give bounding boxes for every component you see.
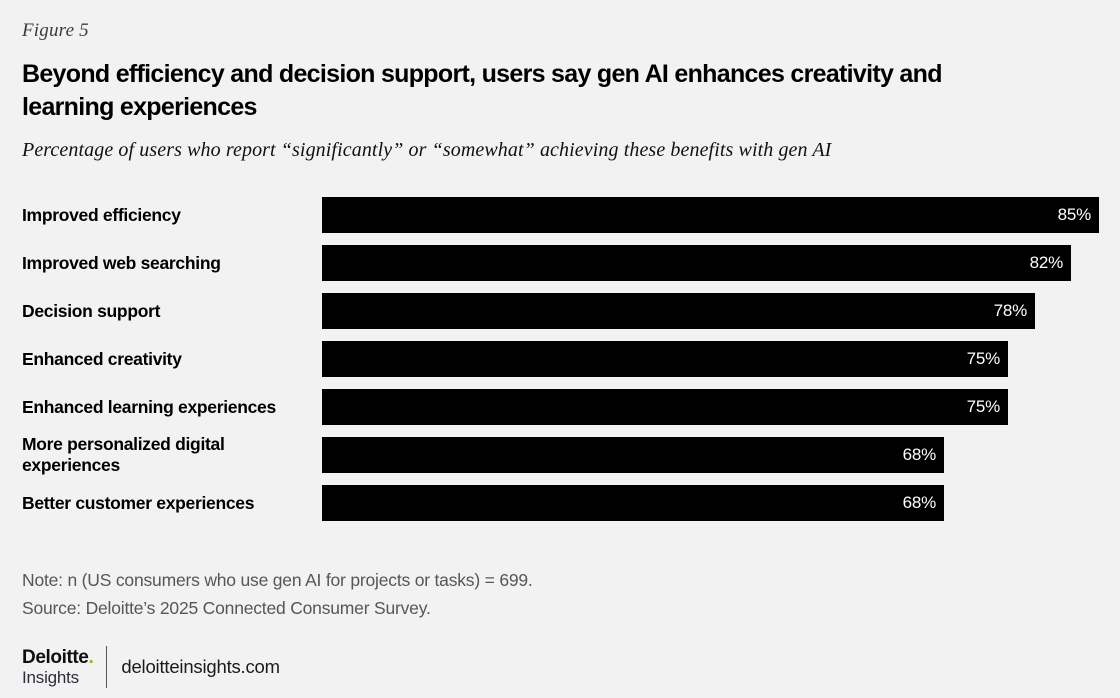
bar-track: 82% [322, 245, 1098, 281]
bar-row: More personalized digital experiences 68% [22, 434, 1098, 475]
bar-row: Improved web searching 82% [22, 245, 1098, 281]
category-label: Enhanced learning experiences [22, 396, 276, 417]
bar-value-label: 85% [1057, 205, 1092, 224]
bar: 82% [322, 245, 1071, 281]
bar: 68% [322, 437, 944, 473]
bar: 68% [322, 485, 944, 521]
bar-track: 78% [322, 293, 1098, 329]
bar-row: Enhanced learning experiences 75% [22, 389, 1098, 425]
category-label: Decision support [22, 300, 161, 321]
bar-track: 75% [322, 341, 1098, 377]
source-text: Source: Deloitte’s 2025 Connected Consum… [22, 598, 431, 618]
chart-subtitle: Percentage of users who report “signific… [22, 139, 832, 161]
category-label: Improved efficiency [22, 204, 181, 225]
brand-sub-label: Insights [22, 668, 79, 687]
category-label: More personalized digital experiences [22, 434, 225, 475]
category-label: Enhanced creativity [22, 348, 182, 369]
bar: 75% [322, 341, 1008, 377]
brand-wordmark: Deloitte. [22, 647, 94, 668]
bar-track: 68% [322, 485, 1098, 521]
bar-value-label: 78% [993, 301, 1028, 320]
footer-website-link[interactable]: deloitteinsights.com [121, 656, 280, 677]
bar-value-label: 75% [966, 397, 1001, 416]
bar: 78% [322, 293, 1035, 329]
bar-row: Decision support 78% [22, 293, 1098, 329]
bar-value-label: 82% [1029, 253, 1064, 272]
chart-title: Beyond efficiency and decision support, … [22, 60, 942, 121]
category-label: Better customer experiences [22, 492, 255, 513]
horizontal-bar-chart: Improved efficiency 85% Improved web searc… [22, 197, 1099, 521]
bar-row: Enhanced creativity 75% [22, 341, 1098, 377]
deloitte-insights-logo: Deloitte. Insights [22, 647, 94, 687]
bar-row: Improved efficiency 85% [22, 197, 1099, 233]
note-text: Note: n (US consumers who use gen AI for… [22, 570, 533, 590]
bar: 75% [322, 389, 1008, 425]
bar-value-label: 75% [966, 349, 1001, 368]
bar: 85% [322, 197, 1099, 233]
footer-divider [106, 646, 108, 688]
bar-value-label: 68% [902, 445, 937, 464]
bar-row: Better customer experiences 68% [22, 485, 1098, 521]
figure-label: Figure 5 [22, 20, 89, 41]
footer: Deloitte. Insights deloitteinsights.com [22, 646, 1098, 688]
bar-track: 75% [322, 389, 1098, 425]
footnotes: Note: n (US consumers who use gen AI for… [22, 566, 1098, 622]
brand-name: Deloitte [22, 647, 89, 668]
brand-green-dot: . [88, 647, 94, 668]
category-label: Improved web searching [22, 252, 221, 273]
bar-value-label: 68% [902, 493, 937, 512]
bar-track: 68% [322, 437, 1098, 473]
bar-track: 85% [322, 197, 1099, 233]
